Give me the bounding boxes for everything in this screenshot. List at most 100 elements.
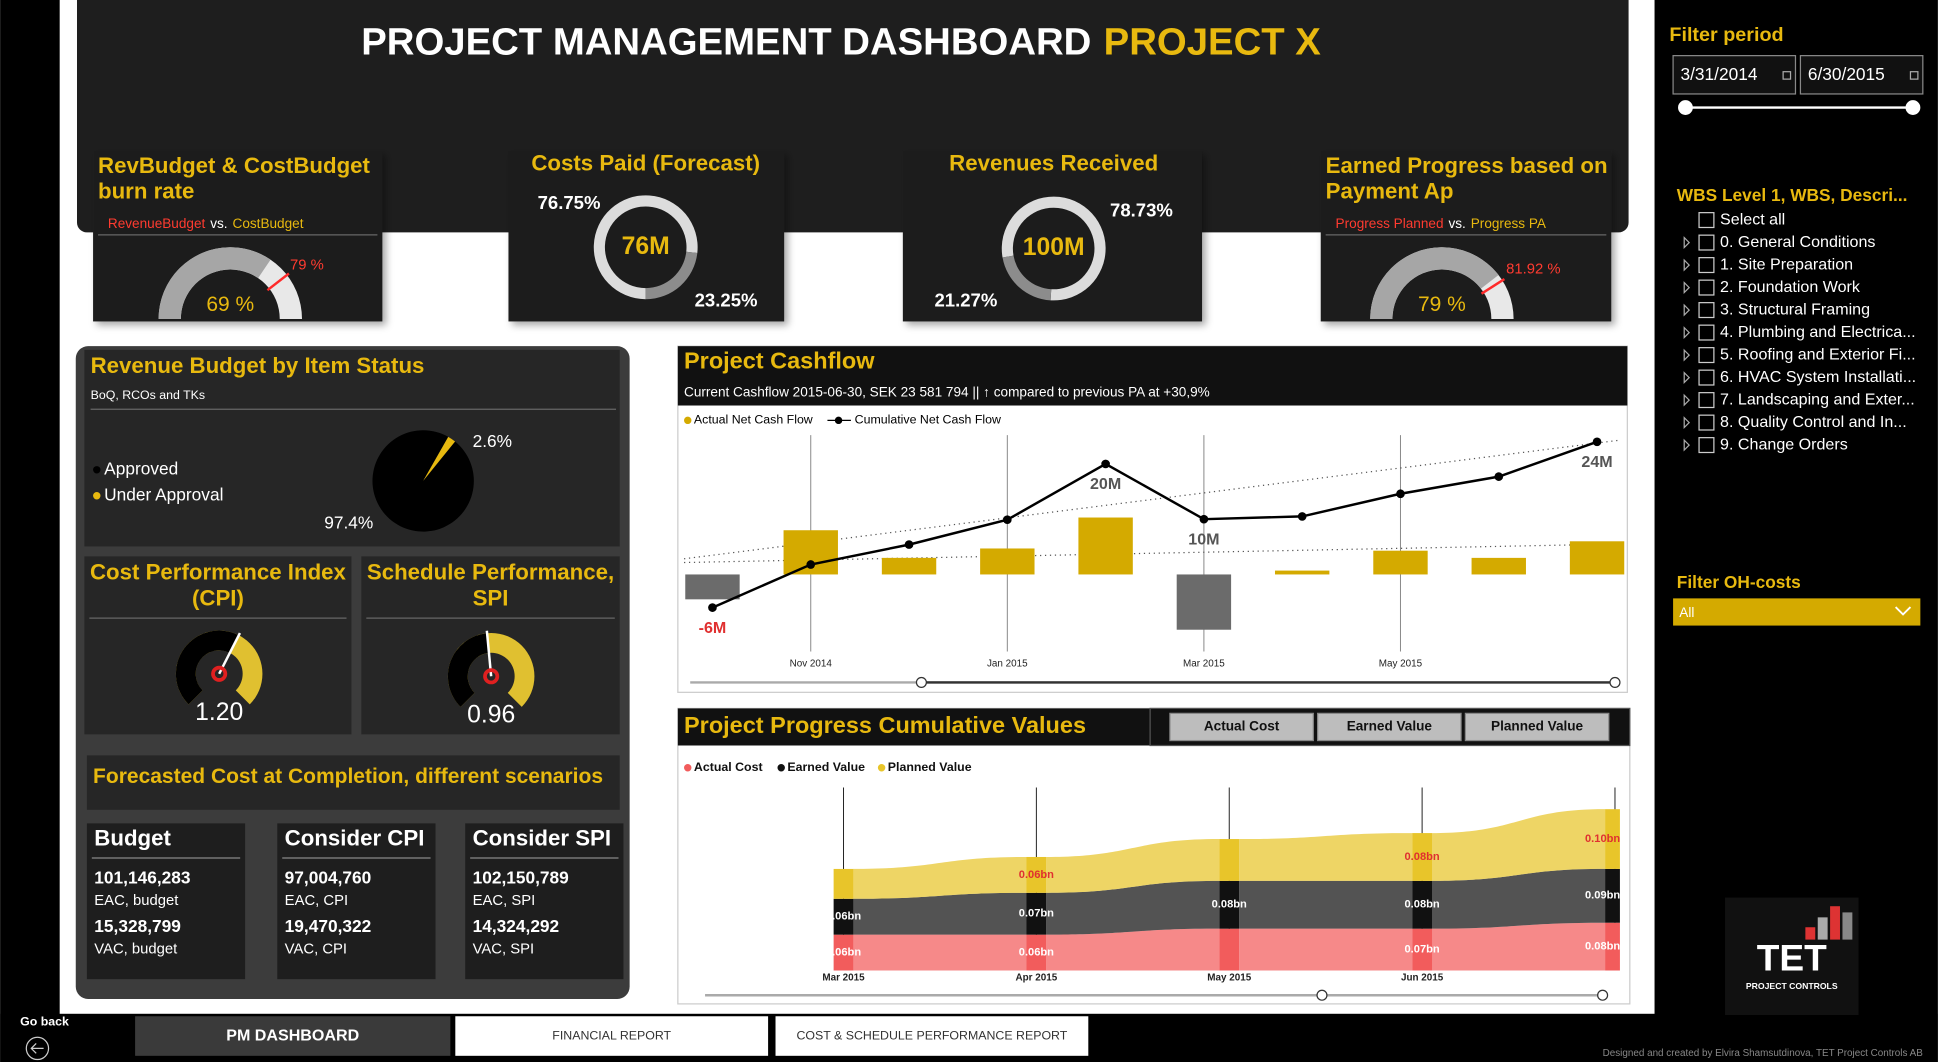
calendar-icon[interactable]	[1909, 71, 1919, 80]
gauge-target-label: 81.92 %	[1506, 261, 1560, 277]
legend-dot	[877, 764, 886, 772]
point	[708, 603, 717, 612]
tab-label[interactable]: FINANCIAL REPORT	[552, 1028, 671, 1042]
checkbox[interactable]	[1698, 369, 1715, 386]
expand-arrow[interactable]	[1683, 326, 1691, 340]
checkbox[interactable]	[1698, 324, 1715, 341]
button-label[interactable]: Earned Value	[1347, 719, 1433, 734]
expand-arrow[interactable]	[1683, 303, 1691, 317]
expand-arrow[interactable]	[1683, 393, 1691, 407]
dropdown-value[interactable]: All	[1679, 605, 1694, 620]
filter-item[interactable]: 2. Foundation Work	[1720, 278, 1861, 296]
checkbox[interactable]	[1698, 212, 1715, 229]
checkbox[interactable]	[1698, 302, 1715, 319]
x-tick-label: May 2015	[1379, 659, 1423, 670]
panel-subtitle: Current Cashflow 2015-06-30, SEK 23 581 …	[684, 385, 1210, 400]
sidebar	[1654, 0, 1938, 1062]
kpi-card	[93, 150, 383, 322]
expand-arrow[interactable]	[1683, 236, 1691, 250]
expand-arrow[interactable]	[1683, 348, 1691, 362]
expand-arrow[interactable]	[1683, 258, 1691, 272]
tab-label[interactable]: PM DASHBOARD	[226, 1026, 359, 1044]
bar	[1569, 541, 1625, 575]
card-title: Budget	[94, 825, 171, 850]
toggle-button[interactable]	[1317, 712, 1462, 742]
scroll-handle[interactable]	[1597, 989, 1609, 1001]
calendar-icon[interactable]	[1782, 71, 1792, 80]
card-title: Consider SPI	[473, 825, 611, 850]
ribbon	[853, 934, 1027, 971]
expand-arrow[interactable]	[1683, 416, 1691, 430]
panel-title: (CPI)	[192, 585, 244, 610]
filter-item[interactable]: 0. General Conditions	[1720, 233, 1875, 251]
ribbon-column	[1412, 928, 1433, 971]
slider-handle[interactable]	[1905, 100, 1921, 115]
title-highlight: PROJECT X	[1104, 21, 1322, 64]
tab[interactable]	[775, 1016, 1089, 1056]
bar	[881, 557, 937, 575]
ribbon	[1239, 833, 1413, 881]
checkbox[interactable]	[1698, 279, 1715, 296]
scroll-handle[interactable]	[1316, 989, 1328, 1001]
dropdown[interactable]	[1673, 598, 1921, 626]
button-label[interactable]: Planned Value	[1491, 719, 1584, 734]
data-label: 0.06bn	[826, 911, 861, 923]
checkbox[interactable]	[1698, 414, 1715, 431]
filter-item[interactable]: 6. HVAC System Installati...	[1720, 368, 1916, 386]
checkbox[interactable]	[1698, 347, 1715, 364]
date-input[interactable]	[1672, 55, 1797, 95]
tab-label[interactable]: COST & SCHEDULE PERFORMANCE REPORT	[797, 1028, 1068, 1042]
filter-item[interactable]: 5. Roofing and Exterior Fi...	[1720, 345, 1916, 363]
donut-label: 23.25%	[695, 290, 758, 311]
expand-arrow[interactable]	[1683, 281, 1691, 295]
gauge-legend: Progress Planned vs. Progress PA	[1336, 215, 1547, 230]
tab[interactable]	[135, 1016, 451, 1056]
filter-item[interactable]: 7. Landscaping and Exter...	[1720, 390, 1915, 408]
bar	[1373, 550, 1428, 575]
gauge-value-label: 69 %	[206, 293, 254, 316]
back-button[interactable]	[25, 1036, 50, 1061]
toggle-button[interactable]	[1464, 712, 1610, 742]
tab[interactable]	[455, 1016, 769, 1056]
gauge-value-label: 0.96	[467, 701, 515, 728]
back-arrow[interactable]	[30, 1043, 44, 1054]
gauge-value-label: 1.20	[195, 699, 243, 726]
filter-item[interactable]: 9. Change Orders	[1720, 435, 1848, 453]
scroll-handle[interactable]	[1609, 676, 1621, 689]
card-label: EAC, CPI	[285, 893, 348, 909]
logo-bar	[1830, 906, 1840, 940]
scroll-handle[interactable]	[915, 676, 927, 689]
checkbox[interactable]	[1698, 234, 1715, 251]
ribbon-column	[1219, 928, 1240, 971]
ribbon-column	[833, 898, 854, 935]
date-input[interactable]	[1799, 55, 1924, 95]
checkbox[interactable]	[1698, 257, 1715, 274]
slider-handle[interactable]	[1678, 100, 1693, 115]
ribbon	[1239, 880, 1413, 929]
gauge-target-label: 79 %	[290, 258, 324, 274]
checkbox[interactable]	[1698, 392, 1715, 409]
back-label[interactable]: Go back	[20, 1015, 69, 1029]
data-label: 10M	[1188, 530, 1219, 548]
filter-title: WBS Level 1, WBS, Descri...	[1677, 185, 1908, 205]
bar	[1176, 574, 1232, 630]
kpi-card	[1320, 150, 1612, 322]
filter-item[interactable]: 4. Plumbing and Electrica...	[1720, 323, 1916, 341]
filter-item[interactable]: 8. Quality Control and In...	[1720, 413, 1907, 431]
card-title: RevBudget & CostBudget	[98, 153, 371, 178]
expand-arrow[interactable]	[1683, 371, 1691, 385]
toggle-button[interactable]	[1169, 712, 1314, 742]
ribbon-column	[1026, 856, 1047, 893]
checkbox[interactable]	[1698, 437, 1715, 454]
card-title: Consider CPI	[285, 825, 425, 850]
filter-item[interactable]: 1. Site Preparation	[1720, 255, 1853, 273]
button-label[interactable]: Actual Cost	[1204, 719, 1280, 734]
expand-arrow[interactable]	[1683, 438, 1691, 452]
date-value[interactable]: 6/30/2015	[1808, 64, 1885, 84]
logo-name: TET	[1757, 936, 1827, 978]
filter-item[interactable]: Select all	[1720, 210, 1785, 228]
data-label: 0.08bn	[1212, 899, 1247, 911]
dropdown-chevron[interactable]	[1894, 606, 1912, 616]
date-value[interactable]: 3/31/2014	[1681, 64, 1758, 84]
filter-item[interactable]: 3. Structural Framing	[1720, 300, 1870, 318]
